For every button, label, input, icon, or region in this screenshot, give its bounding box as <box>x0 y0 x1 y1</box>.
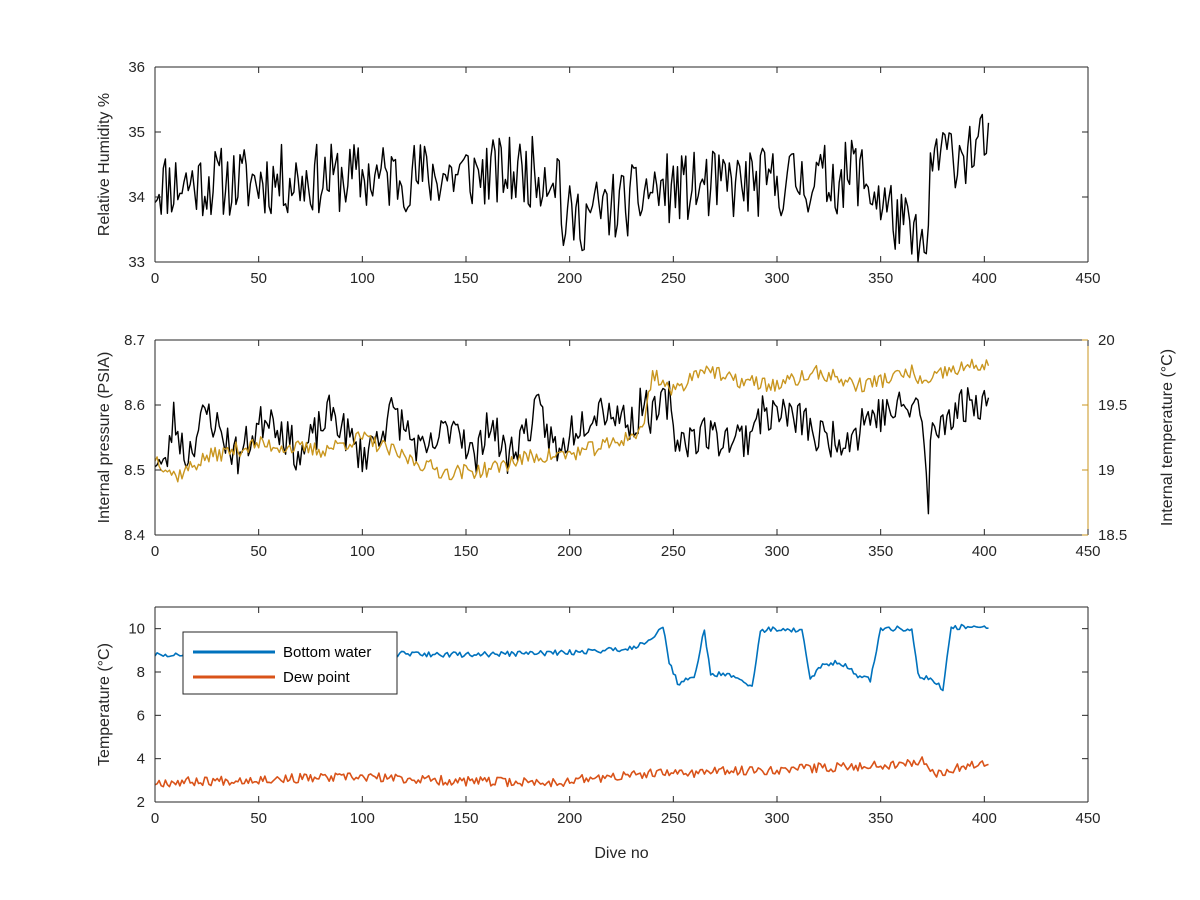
x-tick-label: 200 <box>557 543 582 560</box>
x-tick-label: 450 <box>1075 543 1100 560</box>
x-tick-label: 400 <box>972 543 997 560</box>
y-tick-label: 10 <box>128 621 145 638</box>
x-tick-label: 250 <box>661 810 686 827</box>
y-tick-label: 8.4 <box>124 527 145 544</box>
x-tick-label: 250 <box>661 270 686 287</box>
x-tick-label: 400 <box>972 270 997 287</box>
panel-3: 0 50 100 150 200 250 300 350 400 450 2 4 6 8 10 Tempera… <box>96 606 1101 862</box>
panel-1: 0 50 100 150 200 250 300 350 400 450 33 34 35 36 Relat… <box>96 59 1101 287</box>
x-tick-label: 150 <box>453 543 478 560</box>
x-tick-label: 450 <box>1075 270 1100 287</box>
x-tick-label: 50 <box>250 270 267 287</box>
series-line-2-2 <box>154 358 990 483</box>
x-tick-label: 0 <box>151 270 159 287</box>
y-axis-title: Relative Humidity % <box>96 93 113 236</box>
y2-axis-title: Internal temperature (°C) <box>1159 349 1176 526</box>
y2-tick-label: 18.5 <box>1098 527 1127 544</box>
y-tick-label: 6 <box>137 707 145 724</box>
series-line-3-2 <box>154 756 989 788</box>
legend-label: Bottom water <box>283 644 371 661</box>
x-tick-label: 350 <box>868 810 893 827</box>
y-tick-label: 8 <box>137 664 145 681</box>
x-tick-label: 150 <box>453 270 478 287</box>
y-axis-title: Temperature (°C) <box>96 643 113 766</box>
x-tick-label: 450 <box>1075 810 1100 827</box>
y-tick-label: 33 <box>128 254 145 271</box>
x-tick-label: 350 <box>868 270 893 287</box>
x-tick-label: 100 <box>350 543 375 560</box>
x-tick-label: 0 <box>151 810 159 827</box>
y2-tick-label: 20 <box>1098 332 1115 349</box>
x-tick-label: 200 <box>557 270 582 287</box>
x-tick-label: 100 <box>350 270 375 287</box>
x-tick-label: 350 <box>868 543 893 560</box>
y-tick-label: 8.5 <box>124 462 145 479</box>
y-tick-label: 4 <box>137 751 145 768</box>
x-tick-label: 400 <box>972 810 997 827</box>
y2-tick-label: 19.5 <box>1098 397 1127 414</box>
x-tick-label: 100 <box>350 810 375 827</box>
x-tick-label: 50 <box>250 810 267 827</box>
x-tick-label: 50 <box>250 543 267 560</box>
legend-box <box>182 631 398 695</box>
y-axis-title: Internal pressure (PSIA) <box>96 352 113 524</box>
y2-tick-label: 19 <box>1098 462 1115 479</box>
series-line-2-1 <box>154 380 990 515</box>
y-tick-label: 36 <box>128 59 145 76</box>
x-tick-label: 300 <box>764 543 789 560</box>
y-tick-label: 2 <box>137 794 145 811</box>
legend-label: Dew point <box>283 669 351 686</box>
y-tick-label: 35 <box>128 124 145 141</box>
x-tick-label: 300 <box>764 810 789 827</box>
series-line-1-1 <box>154 113 990 263</box>
x-tick-label: 150 <box>453 810 478 827</box>
x-tick-label: 250 <box>661 543 686 560</box>
x-tick-label: 200 <box>557 810 582 827</box>
x-tick-label: 0 <box>151 543 159 560</box>
x-axis-title: Dive no <box>594 845 648 862</box>
x-tick-label: 300 <box>764 270 789 287</box>
y-tick-label: 34 <box>128 189 145 206</box>
panel-2: 0 50 100 150 200 250 300 350 400 450 8.4 8.5 8.6 8.7 1… <box>96 332 1176 560</box>
y-tick-label: 8.7 <box>124 332 145 349</box>
y-tick-label: 8.6 <box>124 397 145 414</box>
